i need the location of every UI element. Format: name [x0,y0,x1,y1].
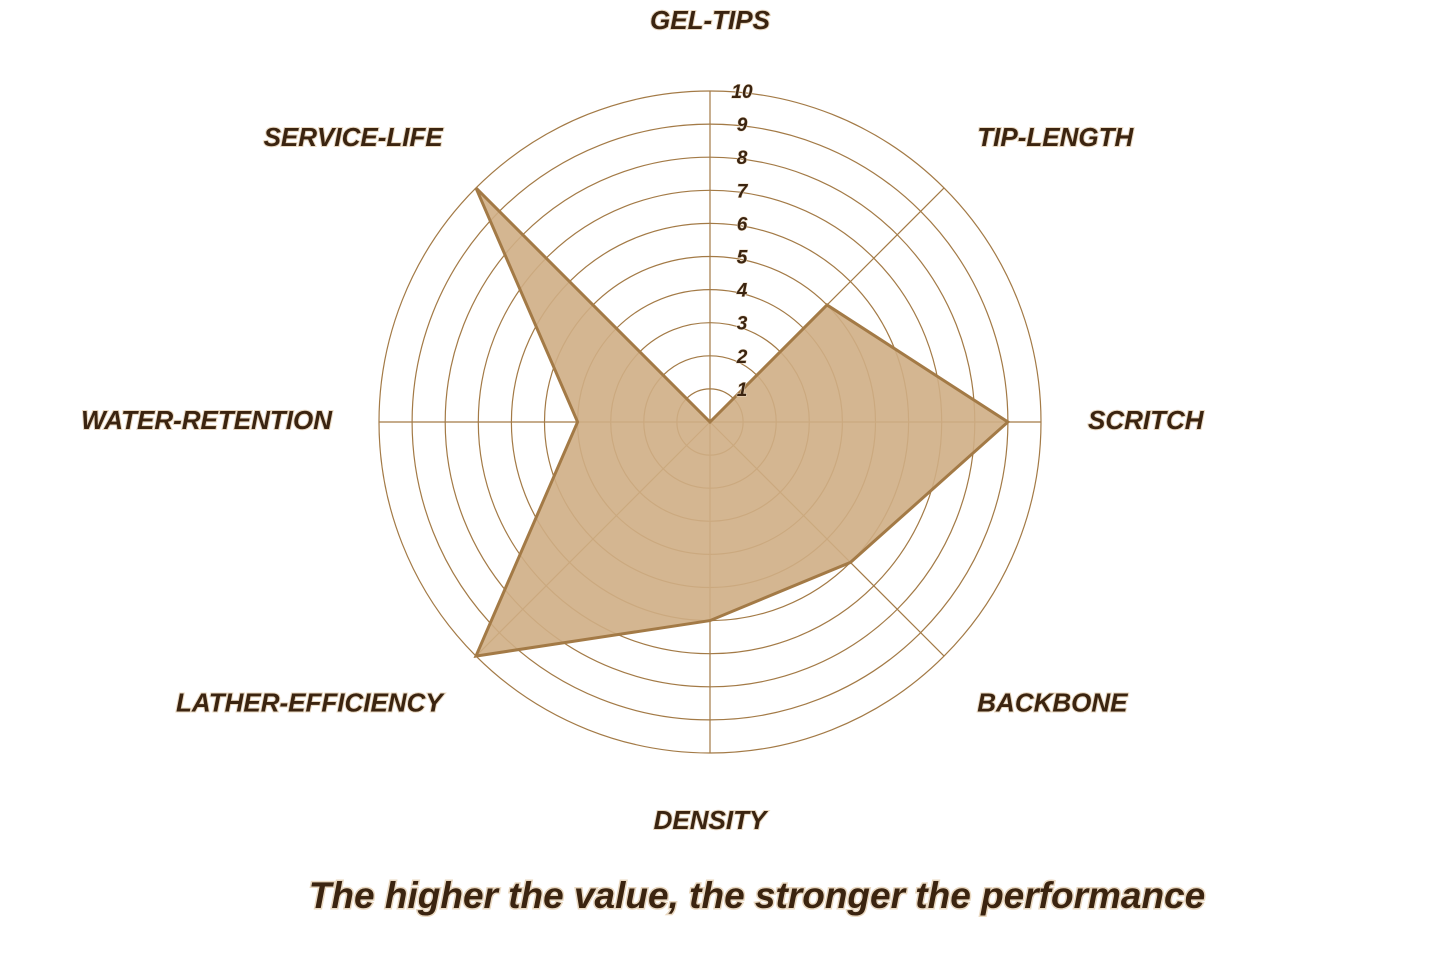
tick-label: 7 [737,181,749,202]
axis-label: SERVICE-LIFE [264,122,444,152]
axis-label: WATER-RETENTION [81,405,333,435]
tick-label: 8 [737,148,748,169]
axis-label: TIP-LENGTH [977,122,1134,152]
tick-label: 1 [737,380,748,401]
tick-label: 9 [737,115,748,136]
axis-label: BACKBONE [977,688,1128,718]
axis-label: SCRITCH [1088,405,1205,435]
tick-label: 2 [736,347,748,368]
tick-label: 6 [737,214,748,235]
tick-label: 5 [737,248,748,269]
radar-area [473,186,1011,658]
axis-label: DENSITY [654,805,769,835]
tick-label: 4 [736,281,748,302]
tick-label: 10 [731,82,753,103]
axis-label: GEL-TIPS [650,5,771,35]
axis-label: LATHER-EFFICIENCY [176,688,445,718]
chart-caption: The higher the value, the stronger the p… [309,875,1205,916]
tick-label: 3 [737,314,748,335]
